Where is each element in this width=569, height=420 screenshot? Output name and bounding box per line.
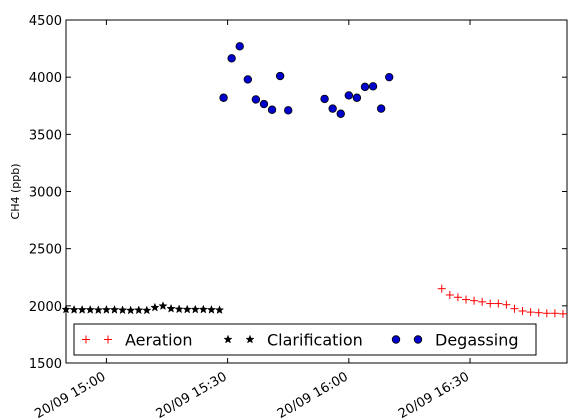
aeration-point	[470, 296, 479, 305]
series-degassing	[219, 42, 394, 118]
aeration-point	[437, 284, 446, 293]
clarification-point	[174, 304, 184, 314]
x-tick-label: 20/09 15:00	[32, 369, 108, 420]
axes-frame	[65, 19, 568, 364]
clarification-point	[214, 305, 225, 315]
x-tick-label: 20/09 15:30	[154, 369, 230, 420]
x-tick-label: 20/09 16:30	[396, 369, 472, 420]
y-axis-label: CH4 (ppb)	[9, 164, 22, 220]
degassing-point	[336, 109, 345, 118]
legend: Aeration Clarification Degassing	[73, 323, 537, 356]
degassing-point	[360, 82, 370, 92]
series-aeration	[437, 284, 567, 318]
degassing-point	[352, 93, 362, 102]
degassing-point	[227, 54, 236, 63]
degassing-point	[275, 71, 285, 81]
legend-label-aeration: Aeration	[125, 331, 193, 350]
aeration-point	[478, 297, 487, 306]
legend-marker-aeration	[104, 335, 112, 344]
aeration-point	[494, 299, 503, 308]
y-tick-label: 2000	[29, 300, 62, 315]
degassing-point	[251, 95, 261, 104]
y-tick-label: 4500	[29, 14, 62, 29]
degassing-point	[284, 106, 293, 115]
y-tick-label: 3500	[29, 128, 62, 143]
aeration-point	[453, 293, 462, 302]
legend-marker-degassing	[413, 335, 423, 344]
y-tick-label: 1500	[29, 357, 62, 372]
degassing-point	[243, 75, 253, 84]
aeration-point	[445, 290, 454, 299]
clarification-point	[101, 304, 112, 314]
degassing-point	[328, 104, 337, 113]
degassing-point	[320, 94, 329, 104]
clarification-point	[134, 305, 144, 315]
x-tick-label: 20/09 16:00	[275, 369, 351, 420]
degassing-point	[344, 91, 354, 100]
clarification-point	[166, 303, 176, 313]
degassing-point	[267, 105, 277, 114]
clarification-point	[109, 304, 120, 314]
clarification-point	[206, 304, 217, 314]
y-tick-label: 3000	[29, 186, 62, 201]
aeration-point	[502, 300, 511, 309]
clarification-point	[117, 305, 128, 315]
degassing-point	[219, 93, 228, 102]
plot-area: 1500 2000 2500 3000 3500 4000 4500 20/09 15:00 2…	[9, 14, 568, 420]
aeration-point	[534, 308, 543, 317]
y-tick-label: 2500	[29, 243, 62, 258]
legend-marker-degassing	[391, 335, 401, 344]
clarification-point	[158, 301, 168, 311]
clarification-point	[93, 305, 104, 315]
degassing-point	[385, 72, 394, 82]
aeration-point	[486, 299, 495, 308]
clarification-point	[150, 302, 160, 312]
clarification-point	[182, 304, 192, 314]
clarification-point	[77, 304, 87, 314]
aeration-point	[550, 309, 559, 318]
clarification-point	[61, 304, 71, 314]
aeration-point	[558, 309, 567, 318]
legend-label-clarification: Clarification	[267, 331, 363, 350]
legend-marker-clarification	[245, 334, 255, 344]
legend-label-degassing: Degassing	[435, 331, 519, 350]
degassing-point	[376, 104, 386, 113]
clarification-point	[190, 304, 200, 314]
clarification-point	[85, 304, 95, 314]
series-clarification	[61, 301, 225, 315]
clarification-point	[142, 305, 152, 315]
aeration-point	[518, 306, 527, 315]
legend-marker-clarification	[223, 334, 233, 344]
aeration-point	[461, 295, 470, 304]
clarification-point	[69, 304, 79, 314]
legend-box	[73, 323, 537, 356]
degassing-point	[368, 82, 378, 91]
degassing-point	[235, 42, 244, 51]
y-tick-label: 4000	[29, 71, 62, 86]
clarification-point	[198, 304, 209, 314]
degassing-point	[259, 99, 269, 109]
clarification-point	[125, 305, 136, 315]
aeration-point	[526, 308, 535, 317]
aeration-point	[510, 304, 519, 313]
aeration-point	[542, 309, 551, 318]
legend-marker-aeration	[82, 335, 90, 344]
